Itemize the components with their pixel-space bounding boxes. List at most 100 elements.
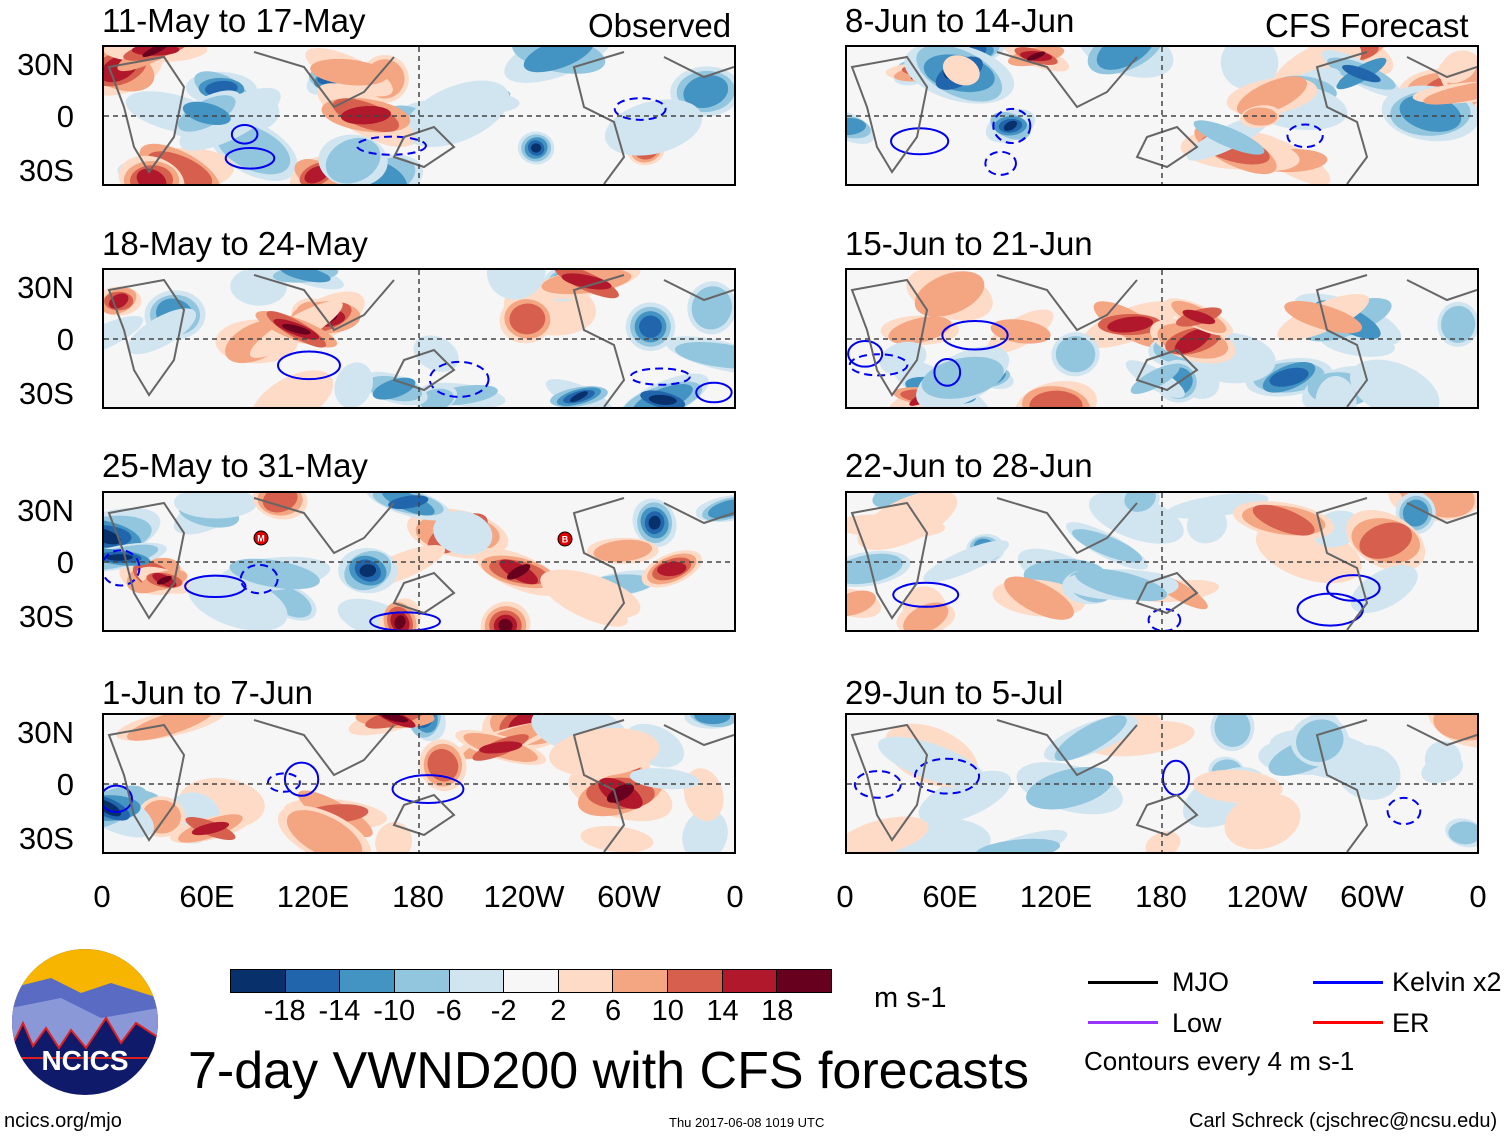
anomaly-shading [1336,744,1401,800]
lon-label: 120W [483,879,565,914]
anomaly-shading [847,117,867,136]
colorbar-tick: -2 [490,995,517,1027]
svg-text:NCICS: NCICS [41,1045,128,1076]
kelvin-contour [913,757,981,795]
panel-title-observed-1: 11-May to 17-May [102,2,366,39]
anomaly-shading [126,715,215,741]
anomaly-shading [1055,336,1096,373]
anomaly-shading [1026,766,1114,810]
legend-low-line [1088,1021,1158,1024]
anomaly-shading [310,58,388,86]
anomaly-shading [136,168,167,184]
colorbar-swatch [231,970,286,992]
lat-label: 30S [18,153,74,188]
lon-label: 60E [922,879,978,914]
colorbar-swatch [340,970,395,992]
anomaly-shading [1124,493,1156,512]
anomaly-shading [674,342,734,369]
contour-note: Contours every 4 m s-1 [1084,1046,1355,1076]
anomaly-shading [1342,64,1381,83]
anomaly-shading [918,770,1012,824]
kelvin-contour [428,360,490,398]
lon-label: 0 [93,879,111,914]
lon-label: 120W [1226,879,1308,914]
anomaly-shading [251,370,334,407]
colorbar-swatch [613,970,669,992]
lon-label: 180 [392,879,444,914]
anomaly-shading [1423,80,1477,105]
anomaly-shading [498,618,513,630]
kelvin-contour [355,135,427,156]
anomaly-shading [530,143,542,153]
anomaly-shading [593,539,653,562]
kelvin-contour [847,340,884,368]
anomaly-shading [683,74,729,109]
panel-title-forecast-2: 15-Jun to 21-Jun [845,225,1093,262]
coastline [850,497,1477,630]
anomaly-shading [1441,305,1476,343]
kelvin-contour [892,581,960,608]
anomaly-shading [691,286,732,330]
anomaly-shading [1269,367,1309,387]
colorbar-swatch [777,970,832,992]
lon-label: 0 [1469,879,1487,914]
anomaly-shading [1192,769,1283,804]
panel-title-observed-2: 18-May to 24-May [102,225,368,262]
storm-marker-label: M [257,534,265,544]
anomaly-shading [1243,107,1278,126]
colorbar-units: m s-1 [874,982,947,1014]
anomaly-shading [540,569,641,619]
map-panel-observed-1 [102,45,736,186]
kelvin-contour [266,772,301,793]
anomaly-shading [1402,499,1429,527]
map-panel-forecast-1 [845,45,1479,186]
ncics-logo: NCICS [11,948,159,1096]
anomaly-shading [1096,47,1155,70]
anomaly-shading [921,356,1004,399]
colorbar-tick: 18 [761,995,794,1027]
anomaly-shading [872,493,924,508]
anomaly-shading [1214,715,1251,747]
lat-label: 30S [18,821,74,856]
colorbar-swatch [558,970,614,992]
kelvin-contour [629,367,691,386]
anomaly-shading [1026,51,1046,61]
anomaly-shading [1448,821,1477,845]
colorbar-tick: -18 [263,995,306,1027]
anomaly-shading [325,137,381,184]
colorbar-tick: -10 [373,995,416,1027]
panel-title-forecast-4: 29-Jun to 5-Jul [845,674,1064,711]
coastline [850,51,1477,184]
anomaly-shading [1359,522,1412,559]
kelvin-contour [1386,796,1422,826]
colorbar-tick: -6 [436,995,462,1027]
anomaly-shading [1107,316,1154,333]
anomaly-shading [580,825,654,852]
lat-label: 0 [56,545,74,580]
lat-label: 0 [56,767,74,802]
anomaly-shading [280,270,331,283]
kelvin-contour [277,350,341,381]
anomaly-shading [847,590,876,616]
kelvin-contour [369,611,441,630]
kelvin-contour [613,97,667,121]
footer-url[interactable]: ncics.org/mjo [4,1110,122,1132]
anomaly-shading [1350,359,1440,407]
panel-title-forecast-1: 8-Jun to 14-Jun [845,2,1075,39]
colorbar-tick: 6 [605,995,622,1027]
anomaly-shading [1186,506,1228,544]
anomaly-shading [847,816,929,852]
coastline [107,274,734,407]
anomaly-shading [1071,529,1143,563]
panel-title-observed-3: 25-May to 31-May [102,447,368,484]
anomaly-shading [427,748,459,782]
anomaly-shading [433,510,493,556]
panel-title-forecast-3: 22-Jun to 28-Jun [845,447,1093,484]
anomaly-shading [1193,120,1265,155]
anomaly-shading [888,316,952,345]
map-panel-observed-2 [102,268,736,409]
anomaly-shading [506,564,531,580]
map-panel-forecast-3 [845,491,1479,632]
lon-label: 60W [1340,879,1404,914]
